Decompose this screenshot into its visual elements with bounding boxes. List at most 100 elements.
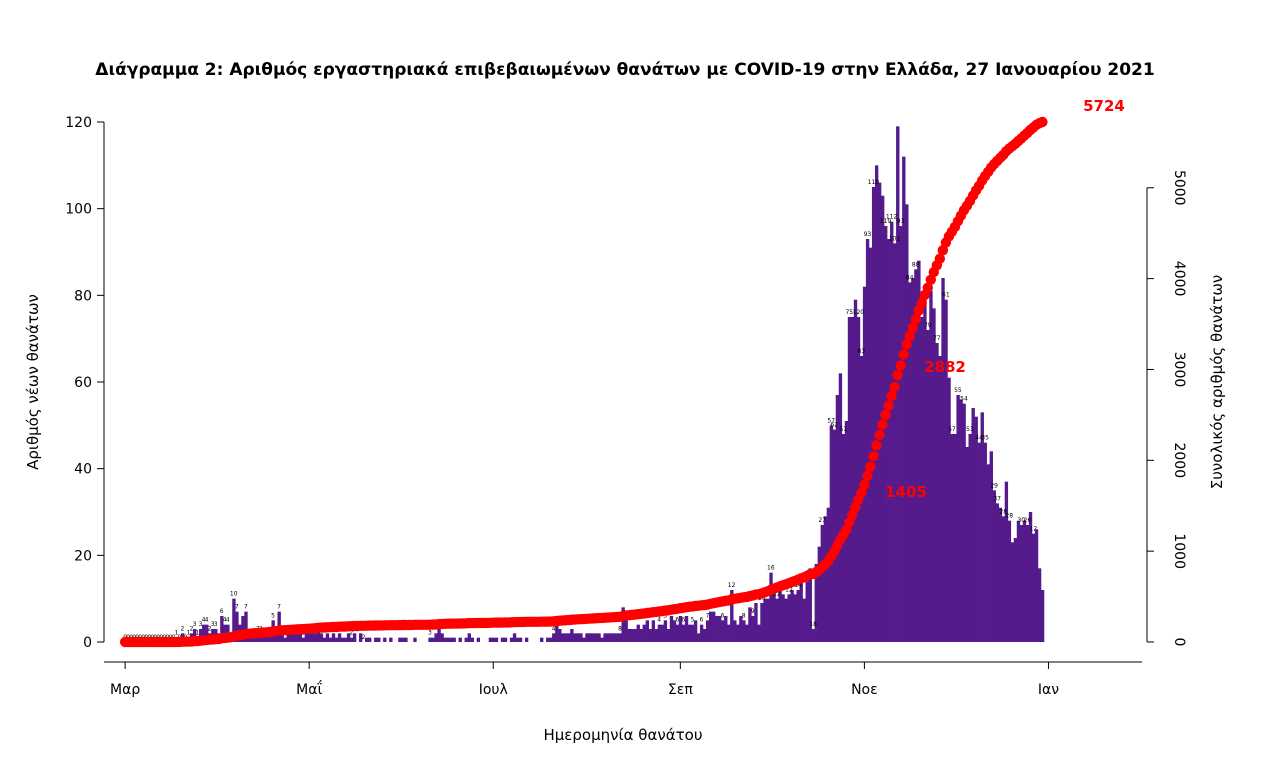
y-tick-label: 120 bbox=[65, 115, 92, 131]
bar bbox=[959, 399, 963, 642]
y2-tick-label: 0 bbox=[1171, 638, 1187, 647]
bar-value-label: 18 bbox=[809, 621, 817, 628]
bar-value-label: 54 bbox=[960, 396, 968, 403]
bar bbox=[874, 165, 879, 643]
bar-value-label: 6 bbox=[675, 617, 679, 624]
bar bbox=[464, 637, 468, 642]
bar bbox=[491, 637, 496, 642]
bar bbox=[512, 633, 517, 642]
bar-value-label: 1 bbox=[187, 630, 191, 637]
bar bbox=[666, 629, 671, 642]
bar bbox=[615, 633, 619, 642]
bar bbox=[627, 629, 631, 642]
bar bbox=[202, 624, 206, 642]
bar bbox=[244, 611, 248, 642]
bar bbox=[672, 620, 677, 642]
bar-value-label: 8 bbox=[742, 612, 746, 619]
bar bbox=[1004, 481, 1009, 642]
bar-value-label: 30 bbox=[1017, 517, 1025, 524]
bar bbox=[784, 598, 788, 642]
cumulative-point bbox=[865, 461, 876, 472]
bar bbox=[651, 620, 656, 642]
bar bbox=[331, 633, 336, 642]
bar-value-label: 12 bbox=[773, 591, 781, 598]
cumulative-point bbox=[886, 390, 897, 402]
y-tick-label: 100 bbox=[65, 202, 92, 218]
bar bbox=[377, 637, 381, 642]
bar-value-label: 7 bbox=[277, 604, 281, 611]
bar bbox=[751, 616, 755, 642]
bar bbox=[890, 221, 894, 642]
bar bbox=[708, 611, 713, 642]
bar-value-label: 75 bbox=[845, 309, 853, 316]
y-tick-label: 80 bbox=[74, 288, 92, 304]
bar-value-label: 120 bbox=[853, 309, 865, 316]
bar bbox=[805, 581, 809, 642]
bar bbox=[639, 629, 643, 642]
bar bbox=[971, 408, 975, 642]
bar bbox=[612, 633, 616, 642]
axes: 0 20 40 60 80 100 120 Μαρ Μαΐ Ιουλ Σεπ Νοε Ιαν 0 1000 2… bbox=[65, 115, 1187, 698]
bar bbox=[467, 633, 471, 642]
bar bbox=[850, 317, 855, 642]
bar bbox=[633, 629, 637, 642]
bar bbox=[862, 286, 867, 642]
cumulative-point bbox=[856, 487, 867, 499]
bar-value-label: 57 bbox=[827, 417, 835, 424]
bar-value-label: 14 bbox=[794, 582, 802, 589]
bar bbox=[935, 343, 939, 642]
y-tick-label: 20 bbox=[74, 548, 92, 564]
bar bbox=[404, 637, 408, 642]
bar bbox=[310, 629, 315, 642]
bar bbox=[648, 629, 653, 642]
bar bbox=[953, 434, 957, 642]
bar bbox=[1040, 590, 1045, 642]
bar bbox=[902, 156, 906, 642]
bar bbox=[298, 633, 302, 642]
bar bbox=[546, 637, 550, 642]
bar bbox=[718, 616, 722, 642]
y-axis-label: Αριθμός νέων θανάτων bbox=[24, 294, 42, 470]
bar bbox=[712, 611, 716, 642]
bar bbox=[199, 629, 203, 642]
bar bbox=[1034, 529, 1039, 642]
bar bbox=[573, 633, 577, 642]
bar bbox=[428, 637, 432, 642]
bar-value-label: 26 bbox=[1024, 517, 1032, 524]
bar bbox=[1031, 533, 1036, 642]
bar-value-label: 12 bbox=[728, 582, 736, 589]
bar bbox=[660, 624, 665, 642]
bar-value-label: 4 bbox=[657, 617, 661, 624]
bar-value-label: 5 bbox=[690, 617, 694, 624]
bar bbox=[887, 239, 891, 642]
bar bbox=[835, 395, 840, 642]
bar-value-label: 7 bbox=[235, 604, 239, 611]
bar bbox=[968, 434, 972, 642]
bar bbox=[1007, 520, 1012, 642]
bar bbox=[500, 637, 505, 642]
bar-value-label: 4 bbox=[552, 625, 556, 632]
bar bbox=[727, 624, 731, 642]
bar bbox=[540, 637, 544, 642]
bar bbox=[1013, 538, 1018, 642]
bar bbox=[340, 637, 345, 642]
bar bbox=[856, 317, 861, 642]
y2-tick-label: 1000 bbox=[1171, 533, 1187, 569]
bar bbox=[989, 451, 993, 642]
bar bbox=[374, 637, 378, 642]
bar bbox=[724, 616, 728, 642]
cumulative-point bbox=[910, 314, 921, 325]
bar bbox=[205, 624, 209, 642]
bar bbox=[799, 581, 803, 642]
bar bbox=[567, 633, 571, 642]
y2-axis-label: Συνολικός αριθμός θανάτων bbox=[1208, 275, 1226, 490]
bar bbox=[657, 624, 662, 642]
cumulative-point bbox=[901, 339, 912, 350]
bar bbox=[564, 633, 568, 642]
bar bbox=[325, 633, 330, 642]
bar bbox=[292, 633, 296, 642]
bar bbox=[1010, 542, 1015, 642]
bar bbox=[349, 637, 354, 642]
y-tick-label: 60 bbox=[74, 375, 92, 391]
bar bbox=[558, 629, 562, 642]
